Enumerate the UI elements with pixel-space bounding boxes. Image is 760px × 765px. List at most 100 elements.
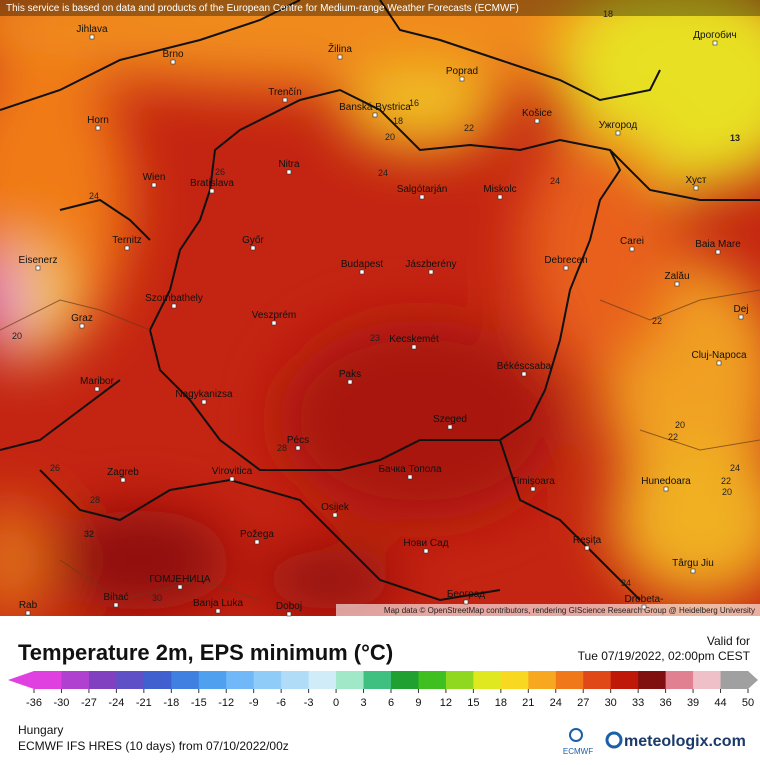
colorbar-tick-label: 18 bbox=[495, 697, 507, 709]
colorbar-tick-label: -15 bbox=[191, 697, 207, 709]
city-label: ГОМЈЕНИЦА bbox=[149, 574, 210, 585]
colorbar-segment bbox=[638, 671, 667, 689]
city-label: Wien bbox=[143, 172, 166, 183]
city-dot bbox=[530, 486, 536, 492]
city-label: Bratislava bbox=[190, 178, 234, 189]
city-label: Poprad bbox=[446, 66, 478, 77]
city-label: Târgu Jiu bbox=[672, 558, 714, 569]
city-dot bbox=[295, 445, 301, 451]
colorbar-tick-label: 24 bbox=[550, 697, 562, 709]
city-dot bbox=[411, 344, 417, 350]
colorbar-tick-label: -18 bbox=[163, 697, 179, 709]
colorbar-tick-label: 50 bbox=[742, 697, 754, 709]
colorbar-tick-label: 3 bbox=[360, 697, 366, 709]
ecmwf-icon bbox=[569, 728, 583, 742]
city-dot bbox=[738, 314, 744, 320]
colorbar-segment bbox=[473, 671, 502, 689]
attribution-map: Map data © OpenStreetMap contributors, r… bbox=[384, 606, 755, 615]
city-dot bbox=[177, 584, 183, 590]
colorbar-segment bbox=[720, 671, 749, 689]
colorbar-segment bbox=[418, 671, 447, 689]
colorbar-tick-label: 15 bbox=[467, 697, 479, 709]
city-label: Нови Сад bbox=[403, 538, 448, 549]
city-dot bbox=[171, 303, 177, 309]
city-dot bbox=[716, 360, 722, 366]
colorbar-segment bbox=[171, 671, 200, 689]
city-label: Košice bbox=[522, 108, 552, 119]
city-label: Brno bbox=[162, 49, 184, 60]
colorbar-segment bbox=[391, 671, 419, 689]
colorbar-tick-label: -24 bbox=[108, 697, 124, 709]
city-label: Banská Bystrica bbox=[339, 102, 411, 113]
colorbar-segment bbox=[281, 671, 310, 689]
colorbar-tick-label: -27 bbox=[81, 697, 97, 709]
contour-label: 22 bbox=[464, 123, 474, 133]
colorbar: -36 -30 -27 -24 -21 -18 -15 -12 -9 -6 -3 0 3 6 9 12 15 18… bbox=[8, 671, 758, 709]
region: Hungary bbox=[18, 723, 63, 737]
colorbar-tick-label: 12 bbox=[440, 697, 452, 709]
colorbar-arrow bbox=[8, 671, 34, 689]
city-label: Jihlava bbox=[76, 24, 108, 35]
city-label: Kecskemét bbox=[389, 334, 439, 345]
contour-label: 22 bbox=[668, 432, 678, 442]
city-dot bbox=[286, 611, 292, 617]
city-dot bbox=[332, 512, 338, 518]
contour-label: 23 bbox=[370, 333, 380, 343]
city-dot bbox=[641, 604, 647, 610]
city-dot bbox=[215, 608, 221, 614]
contour-label: 24 bbox=[730, 463, 740, 473]
colorbar-tick-label: 39 bbox=[687, 697, 699, 709]
city-dot bbox=[282, 97, 288, 103]
city-dot bbox=[359, 269, 365, 275]
city-label: Београд bbox=[447, 589, 485, 600]
colorbar-segment bbox=[226, 671, 255, 689]
logo-meteologix: meteologix.com bbox=[624, 733, 746, 750]
colorbar-tick-label: -6 bbox=[276, 697, 286, 709]
city-dot bbox=[497, 194, 503, 200]
colorbar-segment bbox=[363, 671, 392, 689]
colorbar-segment bbox=[445, 671, 474, 689]
attribution-top: This service is based on data and produc… bbox=[6, 3, 519, 14]
city-label: Zagreb bbox=[107, 467, 139, 478]
contour-label: 24 bbox=[378, 168, 388, 178]
colorbar-segment bbox=[143, 671, 172, 689]
city-dot bbox=[674, 281, 680, 287]
colorbar-segment bbox=[116, 671, 145, 689]
city-dot bbox=[254, 539, 260, 545]
city-dot bbox=[663, 486, 669, 492]
city-label: Carei bbox=[620, 236, 644, 247]
colorbar-tick-label: 44 bbox=[714, 697, 726, 709]
city-dot bbox=[584, 545, 590, 551]
city-dot bbox=[428, 269, 434, 275]
city-label: Trenčín bbox=[268, 87, 302, 98]
city-layer: Jihlava Brno Žilina Poprad Дрогобич Horn Trenč… bbox=[19, 24, 749, 617]
city-label: Horn bbox=[87, 115, 109, 126]
colorbar-segment bbox=[583, 671, 612, 689]
city-label: Debrecen bbox=[544, 255, 587, 266]
city-dot bbox=[89, 34, 95, 40]
city-dot bbox=[35, 265, 41, 271]
contour-label: 28 bbox=[277, 443, 287, 453]
city-label: Timișoara bbox=[511, 476, 555, 487]
city-dot bbox=[521, 371, 527, 377]
city-dot bbox=[463, 599, 469, 605]
colorbar-segment bbox=[308, 671, 337, 689]
city-label: Хуст bbox=[686, 175, 707, 186]
contour-label: 24 bbox=[621, 578, 631, 588]
contour-label: 20 bbox=[722, 487, 732, 497]
city-label: Eisenerz bbox=[19, 255, 58, 266]
colorbar-tick-label: -30 bbox=[54, 697, 70, 709]
colorbar-segment bbox=[336, 671, 365, 689]
colorbar-tick-label: 0 bbox=[333, 697, 339, 709]
contour-label: 30 bbox=[152, 593, 162, 603]
valid-time: Tue 07/19/2022, 02:00pm CEST bbox=[578, 649, 751, 663]
contour-label: 13 bbox=[730, 133, 740, 143]
colorbar-segment bbox=[665, 671, 694, 689]
colorbar-tick-label: -21 bbox=[136, 697, 152, 709]
city-label: Reșița bbox=[573, 535, 602, 546]
city-label: Jászberény bbox=[405, 259, 456, 270]
valid-label: Valid for bbox=[707, 634, 750, 648]
city-dot bbox=[79, 323, 85, 329]
city-label: Ternitz bbox=[112, 235, 141, 246]
